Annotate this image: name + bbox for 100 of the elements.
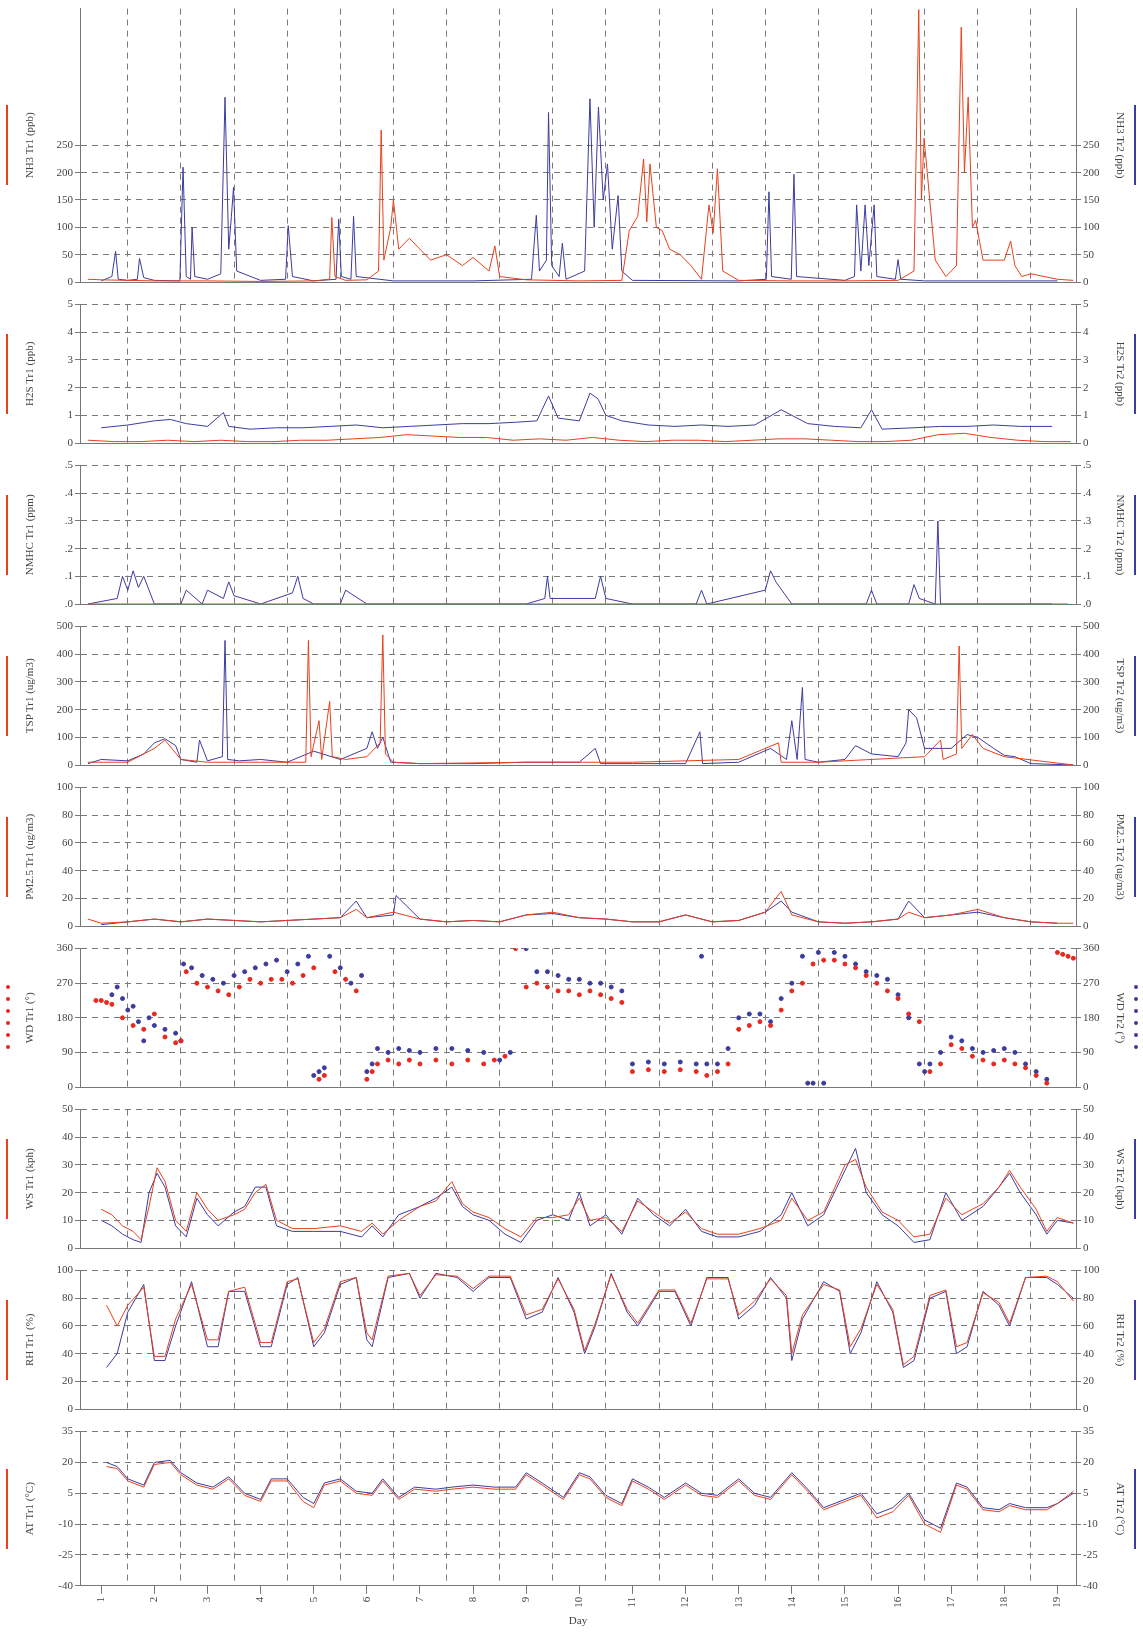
y-tick-label: 300 [56, 674, 74, 687]
y2-tick-label: 90 [1083, 1045, 1095, 1058]
x-axis-title: Day [568, 1614, 588, 1627]
y-tick-label: 20 [62, 1374, 74, 1387]
y2-tick-label: 0 [1083, 274, 1089, 287]
y2-tick-label: 300 [1083, 674, 1100, 687]
y2-tick-label: 0 [1083, 1401, 1089, 1414]
y-tick-label: 500 [56, 619, 74, 632]
y-tick-label: .4 [64, 486, 74, 499]
y2-tick-label: .5 [1083, 458, 1092, 471]
y-tick-label: 40 [62, 1130, 74, 1143]
y-tick-label: 0 [67, 435, 74, 448]
y2-tick-label: 250 [1083, 138, 1100, 151]
y-tick-label: .2 [64, 541, 73, 554]
y2-tick-label: 0 [1083, 1240, 1089, 1253]
y-tick-label: 0 [67, 757, 74, 770]
y2-tick-label: 40 [1083, 1130, 1095, 1143]
y2-axis-title: PM2.5 Tr2 (ug/m3) [1113, 813, 1127, 901]
y2-axis-title: AT Tr2 (°C) [1113, 1482, 1127, 1536]
x-tick-label: 6 [359, 1596, 372, 1603]
y-tick-label: 35 [62, 1424, 74, 1437]
y-tick-label: 200 [56, 702, 74, 715]
y2-tick-label: 180 [1083, 1010, 1100, 1023]
y2-tick-label: -40 [1083, 1578, 1099, 1591]
y2-tick-label: 0 [1083, 435, 1089, 448]
y2-tick-label: 40 [1083, 1346, 1095, 1359]
y-tick-label: 20 [62, 1185, 74, 1198]
y2-axis-title: WD Tr2 (°) [1113, 992, 1127, 1044]
x-tick-label: 5 [306, 1596, 319, 1603]
y2-tick-label: .0 [1083, 596, 1092, 609]
x-tick-label: 18 [997, 1596, 1010, 1608]
y-axis-title: H2S Tr1 (ppb) [23, 341, 37, 406]
y2-tick-label: 100 [1083, 780, 1100, 793]
y2-tick-label: 20 [1083, 891, 1095, 904]
x-tick-label: 15 [837, 1596, 850, 1608]
x-tick-label: 3 [200, 1596, 213, 1603]
y-tick-label: 270 [56, 976, 74, 989]
y2-tick-label: 80 [1083, 808, 1095, 821]
y2-axis-title: NMHC Tr2 (ppm) [1113, 494, 1127, 576]
y-tick-label: 20 [62, 891, 74, 904]
y2-tick-label: .3 [1083, 513, 1092, 526]
y2-tick-label: 30 [1083, 1157, 1095, 1170]
y-axis-title: AT Tr1 (°C) [23, 1481, 37, 1536]
x-tick-label: 14 [784, 1596, 797, 1608]
x-tick-label: 16 [890, 1596, 903, 1608]
y-tick-label: 30 [62, 1157, 74, 1170]
y2-tick-label: 0 [1083, 757, 1089, 770]
y-tick-label: 400 [56, 647, 74, 660]
y2-axis-title: RH Tr2 (%) [1113, 1313, 1127, 1367]
x-tick-label: 13 [731, 1596, 744, 1608]
y2-tick-label: 4 [1083, 325, 1089, 338]
y-tick-label: 180 [56, 1010, 74, 1023]
x-tick-label: 11 [625, 1596, 638, 1608]
y-tick-label: 100 [56, 780, 74, 793]
y-tick-label: 10 [62, 1213, 74, 1226]
y2-tick-label: 200 [1083, 702, 1100, 715]
y-tick-label: 100 [56, 220, 74, 233]
y2-tick-label: 60 [1083, 1318, 1095, 1331]
y2-tick-label: 20 [1083, 1455, 1095, 1468]
y-axis-title: NMHC Tr1 (ppm) [23, 494, 37, 576]
x-tick-label: 2 [147, 1596, 160, 1603]
y2-tick-label: 20 [1083, 1185, 1095, 1198]
y-tick-label: 60 [62, 1318, 74, 1331]
y-axis-title: WS Tr1 (kph) [23, 1147, 37, 1210]
y2-tick-label: 100 [1083, 1263, 1100, 1276]
y-tick-label: 0 [67, 1240, 74, 1253]
y-tick-label: 4 [67, 325, 74, 338]
y2-tick-label: 2 [1083, 380, 1089, 393]
y-tick-label: .0 [64, 596, 74, 609]
y-tick-label: 200 [56, 165, 74, 178]
y2-tick-label: 100 [1083, 220, 1100, 233]
x-tick-label: 1 [94, 1596, 107, 1603]
y-tick-label: 0 [67, 918, 74, 931]
y-tick-label: -25 [58, 1547, 74, 1560]
y-axis-title: RH Tr1 (%) [23, 1313, 37, 1367]
y2-tick-label: 80 [1083, 1291, 1095, 1304]
y2-tick-label: -25 [1083, 1547, 1099, 1560]
y2-tick-label: 50 [1083, 247, 1095, 260]
x-tick-label: 9 [519, 1596, 532, 1603]
y-tick-label: 80 [62, 1291, 74, 1304]
y-tick-label: 50 [62, 1102, 74, 1115]
y2-axis-title: TSP Tr2 (ug/m3) [1113, 658, 1127, 734]
y2-tick-label: -10 [1083, 1517, 1099, 1530]
x-tick-label: 8 [465, 1596, 478, 1603]
y2-tick-label: .4 [1083, 486, 1092, 499]
y2-axis-title: H2S Tr2 (ppb) [1113, 341, 1127, 407]
x-tick-label: 17 [944, 1596, 957, 1608]
y-tick-label: 360 [56, 941, 74, 954]
y2-tick-label: 400 [1083, 647, 1100, 660]
y-tick-label: 100 [56, 1263, 74, 1276]
y2-axis-title: NH3 Tr2 (ppb) [1113, 112, 1127, 179]
y-axis-title: PM2.5 Tr1 (ug/m3) [23, 813, 37, 900]
y-tick-label: -10 [58, 1517, 74, 1530]
y-axis-title: WD Tr1 (°) [23, 992, 37, 1044]
y2-tick-label: .1 [1083, 569, 1092, 582]
y-axis-title: NH3 Tr1 (ppb) [23, 111, 37, 179]
y-tick-label: 80 [62, 808, 74, 821]
y-tick-label: 150 [56, 192, 74, 205]
y-tick-label: 60 [62, 835, 74, 848]
y2-tick-label: 35 [1083, 1424, 1095, 1437]
